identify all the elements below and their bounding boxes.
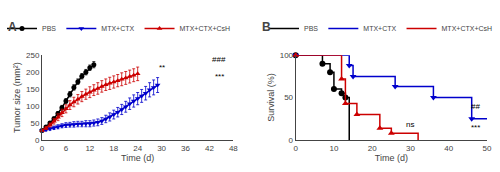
- svg-text:MTX+CTX: MTX+CTX: [363, 25, 396, 32]
- svg-text:0: 0: [289, 136, 294, 145]
- svg-text:Survival (%): Survival (%): [266, 73, 276, 122]
- svg-text:100: 100: [280, 51, 294, 60]
- svg-text:30: 30: [406, 144, 415, 153]
- svg-text:Time (d): Time (d): [375, 153, 408, 163]
- svg-text:MTX+CTX: MTX+CTX: [101, 25, 134, 32]
- svg-text:50: 50: [30, 119, 39, 128]
- svg-text:PBS: PBS: [304, 25, 318, 32]
- svg-text:MTX+CTX+CsH: MTX+CTX+CsH: [442, 25, 493, 32]
- svg-text:MTX+CTX+CsH: MTX+CTX+CsH: [180, 25, 231, 32]
- svg-text:***: ***: [471, 123, 480, 132]
- svg-text:12: 12: [85, 144, 94, 153]
- svg-text:0: 0: [40, 144, 45, 153]
- svg-text:24: 24: [133, 144, 142, 153]
- svg-text:**: **: [159, 63, 165, 72]
- svg-text:40: 40: [444, 144, 453, 153]
- svg-text:***: ***: [215, 72, 224, 81]
- svg-text:50: 50: [284, 93, 293, 102]
- svg-text:36: 36: [181, 144, 190, 153]
- svg-text:0: 0: [35, 136, 40, 145]
- svg-text:20: 20: [368, 144, 377, 153]
- svg-text:ns: ns: [406, 120, 414, 129]
- svg-text:6: 6: [64, 144, 69, 153]
- svg-text:250: 250: [26, 51, 40, 60]
- svg-text:0: 0: [293, 144, 298, 153]
- svg-text:B: B: [262, 20, 271, 34]
- svg-text:18: 18: [109, 144, 118, 153]
- svg-text:200: 200: [26, 68, 40, 77]
- svg-text:Time (d): Time (d): [121, 153, 154, 163]
- svg-text:150: 150: [26, 85, 40, 94]
- svg-text:50: 50: [483, 144, 492, 153]
- svg-text:Tumor size (mm²): Tumor size (mm²): [12, 62, 22, 133]
- svg-text:###: ###: [212, 55, 226, 64]
- svg-text:##: ##: [471, 102, 480, 111]
- svg-text:48: 48: [229, 144, 238, 153]
- svg-text:100: 100: [26, 102, 40, 111]
- svg-text:30: 30: [157, 144, 166, 153]
- svg-text:PBS: PBS: [42, 25, 56, 32]
- svg-text:42: 42: [205, 144, 214, 153]
- svg-text:10: 10: [329, 144, 338, 153]
- svg-text:A: A: [8, 20, 17, 34]
